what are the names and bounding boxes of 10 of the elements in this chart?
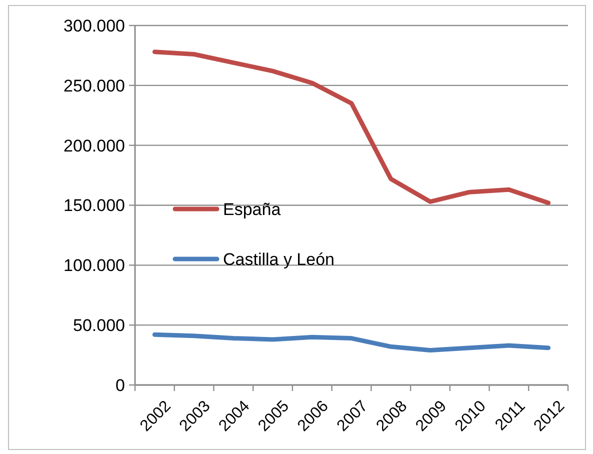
- legend-label: España: [223, 200, 282, 219]
- y-tick-label: 300.000: [64, 16, 125, 36]
- y-tick-label: 0: [116, 376, 125, 395]
- y-tick-label: 200.000: [64, 136, 125, 156]
- y-tick-label: 100.000: [64, 256, 125, 276]
- y-tick-label: 150.000: [64, 196, 125, 216]
- y-tick-label: 250.000: [64, 76, 125, 96]
- legend-label: Castilla y León: [223, 250, 335, 269]
- line-series: [152, 332, 551, 352]
- y-tick-label: 50.000: [73, 316, 125, 336]
